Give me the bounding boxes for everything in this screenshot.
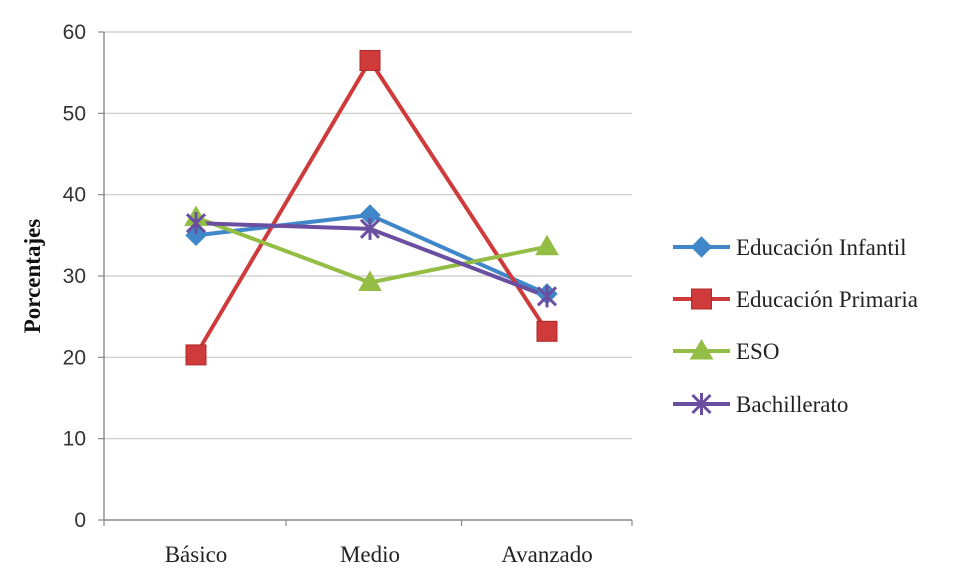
data-point-marker <box>185 212 207 235</box>
y-tick-label: 30 <box>63 265 86 288</box>
y-tick-label: 50 <box>63 102 86 125</box>
y-tick-label: 40 <box>63 184 86 207</box>
data-point-marker <box>691 393 712 415</box>
legend-label: Bachillerato <box>736 392 848 417</box>
series-markers <box>184 49 559 366</box>
y-tick-label: 20 <box>63 346 86 369</box>
x-tick-label: Medio <box>340 542 400 567</box>
data-point-marker <box>536 285 558 308</box>
data-point-marker <box>691 288 712 310</box>
legend: Educación Infantil Educación Primaria ESO B… <box>673 235 918 417</box>
data-point-marker <box>689 339 714 360</box>
y-tick-label: 10 <box>63 428 86 451</box>
data-point-marker <box>535 234 559 256</box>
grid-lines <box>104 31 632 440</box>
legend-item: ESO <box>673 339 779 364</box>
y-axis-title: Porcentajes <box>20 219 45 334</box>
legend-item: Educación Primaria <box>673 287 918 312</box>
data-point-marker <box>690 236 713 258</box>
data-point-marker <box>359 217 381 240</box>
data-point-marker <box>185 224 207 247</box>
x-tick-label: Avanzado <box>501 542 593 567</box>
data-point-marker <box>359 49 381 71</box>
legend-item: Educación Infantil <box>673 235 907 260</box>
y-tick-label: 0 <box>74 509 86 532</box>
data-point-marker <box>185 344 207 366</box>
legend-item: Bachillerato <box>673 392 848 417</box>
data-point-marker <box>536 320 558 342</box>
legend-label: ESO <box>736 339 779 364</box>
legend-label: Educación Primaria <box>736 287 918 312</box>
x-tick-label: Básico <box>165 542 228 567</box>
data-point-marker <box>358 270 382 292</box>
axis-labels: Porcentajes 0 10 20 30 40 50 60 Básico Medio Avan… <box>20 21 593 567</box>
legend-label: Educación Infantil <box>736 235 907 260</box>
y-tick-label: 60 <box>63 21 86 44</box>
axes <box>98 31 633 526</box>
